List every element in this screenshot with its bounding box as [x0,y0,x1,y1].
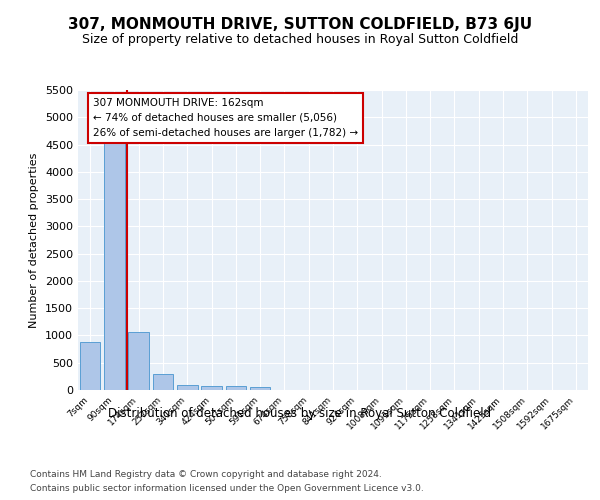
Bar [226,386,246,390]
Bar [128,332,149,390]
Bar [201,386,222,390]
Bar [250,387,271,390]
Bar [80,342,100,390]
Bar [177,385,197,390]
Bar [104,142,125,390]
Text: 307, MONMOUTH DRIVE, SUTTON COLDFIELD, B73 6JU: 307, MONMOUTH DRIVE, SUTTON COLDFIELD, B… [68,18,532,32]
Text: Size of property relative to detached houses in Royal Sutton Coldfield: Size of property relative to detached ho… [82,32,518,46]
Text: 307 MONMOUTH DRIVE: 162sqm
← 74% of detached houses are smaller (5,056)
26% of s: 307 MONMOUTH DRIVE: 162sqm ← 74% of deta… [93,98,358,138]
Bar [152,374,173,390]
Text: Distribution of detached houses by size in Royal Sutton Coldfield: Distribution of detached houses by size … [109,408,491,420]
Text: Contains HM Land Registry data © Crown copyright and database right 2024.: Contains HM Land Registry data © Crown c… [30,470,382,479]
Y-axis label: Number of detached properties: Number of detached properties [29,152,40,328]
Text: Contains public sector information licensed under the Open Government Licence v3: Contains public sector information licen… [30,484,424,493]
